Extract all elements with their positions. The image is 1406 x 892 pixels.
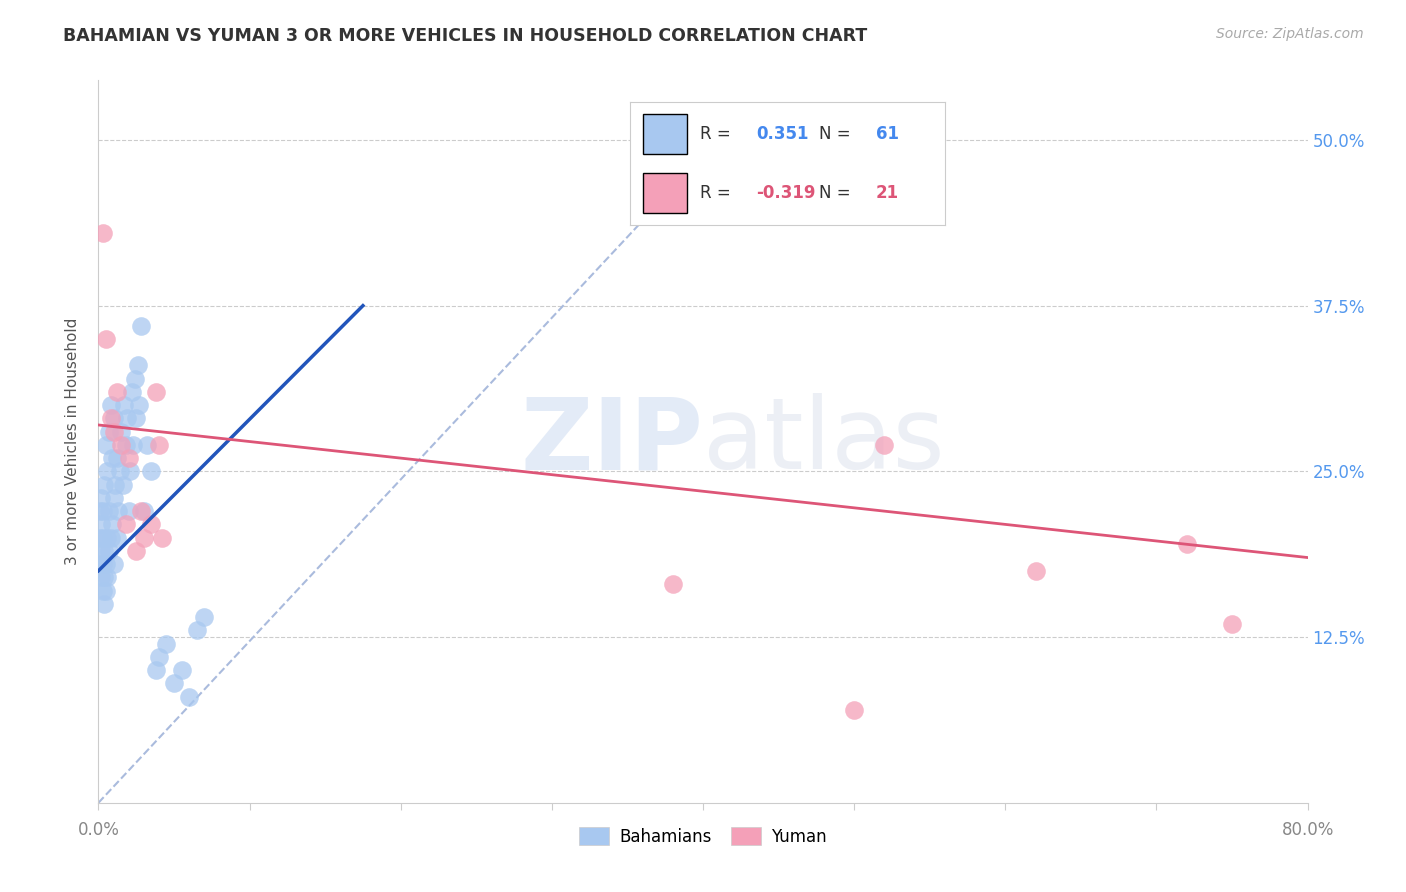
Point [129,504,152,518]
Point [98,544,121,558]
Text: Source: ZipAtlas.com: Source: ZipAtlas.com [1216,27,1364,41]
Point [127,359,149,373]
Point [148,438,170,452]
Point [121,384,143,399]
Point [108,464,131,478]
Point [100,398,122,412]
Text: ZIP: ZIP [520,393,703,490]
Point [105,531,128,545]
Point [150,531,173,545]
Point [125,544,148,558]
Point [132,504,155,518]
Point [145,384,167,399]
Y-axis label: 3 or more Vehicles in Household: 3 or more Vehicles in Household [65,318,80,566]
Point [91,557,114,571]
Point [89,531,111,545]
Point [141,464,163,478]
Point [94,438,117,452]
Point [94,583,117,598]
Point [125,411,148,425]
Point [135,438,157,452]
Point [129,318,152,333]
Point [93,570,115,584]
Point [94,557,117,571]
Point [103,491,125,505]
Point [873,438,896,452]
Point [91,504,114,518]
Point [96,570,118,584]
Point [114,438,136,452]
Point [89,557,111,571]
Point [186,624,208,638]
Text: BAHAMIAN VS YUMAN 3 OR MORE VEHICLES IN HOUSEHOLD CORRELATION CHART: BAHAMIAN VS YUMAN 3 OR MORE VEHICLES IN … [63,27,868,45]
Point [98,425,121,439]
Point [96,464,118,478]
Point [93,597,115,611]
Point [110,425,132,439]
Point [100,411,122,425]
Point [114,517,136,532]
Point [91,226,114,240]
Point [100,531,122,545]
Point [103,557,125,571]
Point [91,583,114,598]
Point [132,531,155,545]
Point [90,491,112,505]
Point [1024,564,1046,578]
Point [122,438,145,452]
Point [145,663,167,677]
Point [179,690,201,704]
Point [1220,616,1243,631]
Point [111,477,134,491]
Point [101,517,124,532]
Point [118,504,141,518]
Text: atlas: atlas [703,393,945,490]
Point [155,637,177,651]
Point [115,411,138,425]
Point [141,517,163,532]
Point [170,663,193,677]
Point [91,531,114,545]
Point [120,464,142,478]
Point [93,477,115,491]
Point [112,398,135,412]
Point [105,384,128,399]
Point [90,544,112,558]
Point [124,371,146,385]
Point [110,438,132,452]
Point [104,477,127,491]
Point [93,544,115,558]
Point [105,451,128,466]
Point [107,504,129,518]
Point [94,332,117,346]
Point [193,610,215,624]
Point [98,504,121,518]
Point [103,425,125,439]
Point [163,676,186,690]
Point [96,531,118,545]
Point [148,650,170,665]
Point [118,451,141,466]
Point [103,411,125,425]
Point [90,517,112,532]
Point [89,504,111,518]
Point [101,451,124,466]
Point [844,703,866,717]
Point [1175,537,1198,551]
Point [661,577,683,591]
Legend: Bahamians, Yuman: Bahamians, Yuman [572,821,834,852]
Point [128,398,150,412]
Point [90,570,112,584]
